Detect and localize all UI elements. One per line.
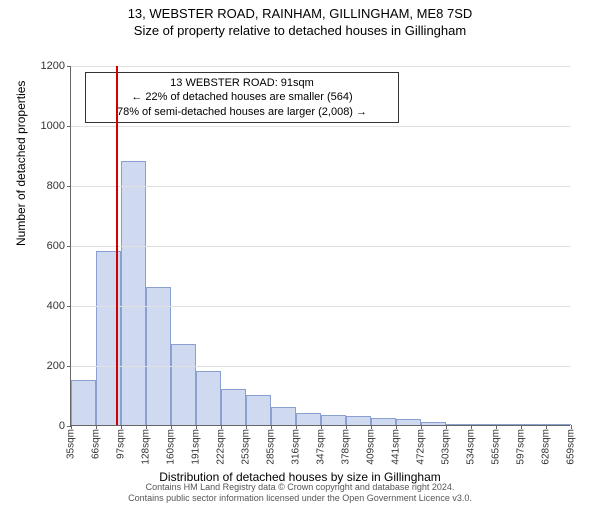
ytick-mark [67,306,71,307]
xtick-label: 628sqm [541,429,552,465]
ytick-label: 1200 [41,60,65,72]
ytick-label: 1000 [41,120,65,132]
y-axis-label: Number of detached properties [14,81,28,246]
gridline [71,66,570,67]
xtick-label: 285sqm [266,429,277,465]
xtick-label: 66sqm [91,429,102,459]
xtick-label: 378sqm [341,429,352,465]
histogram-bar [521,424,546,425]
histogram-bar [321,415,346,426]
histogram-bar [171,344,196,425]
chart-subtitle: Size of property relative to detached ho… [0,23,600,38]
ytick-label: 600 [47,240,65,252]
xtick-label: 128sqm [141,429,152,465]
histogram-bar [421,422,446,425]
histogram-bar [146,287,171,425]
plot-area: 13 WEBSTER ROAD: 91sqm ← 22% of detached… [70,66,570,426]
histogram-bar [471,424,496,425]
ytick-label: 400 [47,300,65,312]
xtick-label: 659sqm [566,429,577,465]
xtick-label: 503sqm [441,429,452,465]
histogram-bar [496,424,521,425]
histogram-bar [121,161,146,425]
xtick-label: 253sqm [241,429,252,465]
histogram-bar [271,407,296,425]
histogram-bar [396,419,421,425]
histogram-bar [346,416,371,425]
gridline [71,126,570,127]
footer-line2: Contains public sector information licen… [0,493,600,504]
xtick-label: 441sqm [391,429,402,465]
chart-title: 13, WEBSTER ROAD, RAINHAM, GILLINGHAM, M… [0,6,600,21]
annotation-line3: 78% of semi-detached houses are larger (… [92,105,392,119]
gridline [71,246,570,247]
footer-line1: Contains HM Land Registry data © Crown c… [0,482,600,493]
xtick-label: 316sqm [291,429,302,465]
gridline [71,306,570,307]
chart-container: 13, WEBSTER ROAD, RAINHAM, GILLINGHAM, M… [0,6,600,506]
ytick-mark [67,246,71,247]
histogram-bar [221,389,246,425]
xtick-label: 565sqm [491,429,502,465]
histogram-bar [71,380,96,425]
xtick-label: 35sqm [66,429,77,459]
xtick-label: 222sqm [216,429,227,465]
xtick-label: 534sqm [466,429,477,465]
gridline [71,186,570,187]
histogram-bar [371,418,396,426]
xtick-label: 409sqm [366,429,377,465]
ytick-label: 0 [59,420,65,432]
reference-line [116,66,118,425]
ytick-mark [67,186,71,187]
xtick-label: 597sqm [516,429,527,465]
annotation-box: 13 WEBSTER ROAD: 91sqm ← 22% of detached… [85,72,399,123]
ytick-mark [67,126,71,127]
ytick-label: 800 [47,180,65,192]
xtick-label: 472sqm [416,429,427,465]
ytick-mark [67,366,71,367]
ytick-label: 200 [47,360,65,372]
xtick-label: 160sqm [166,429,177,465]
histogram-bar [196,371,221,425]
xtick-label: 347sqm [316,429,327,465]
annotation-line1: 13 WEBSTER ROAD: 91sqm [92,76,392,90]
annotation-line2: ← 22% of detached houses are smaller (56… [92,90,392,104]
footer: Contains HM Land Registry data © Crown c… [0,482,600,504]
histogram-bar [246,395,271,425]
ytick-mark [67,66,71,67]
xtick-label: 191sqm [191,429,202,465]
histogram-bar [546,424,571,425]
gridline [71,366,570,367]
histogram-bar [296,413,321,425]
histogram-bar [446,424,471,425]
xtick-label: 97sqm [116,429,127,459]
